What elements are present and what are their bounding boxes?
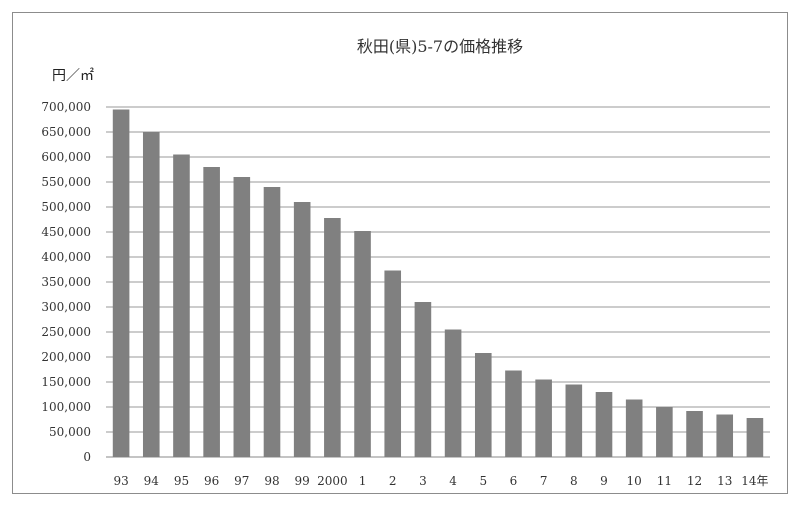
y-tick-label: 650,000: [41, 125, 91, 139]
bars: [112, 109, 764, 457]
x-tick-label: 93: [113, 474, 128, 488]
x-tick-label: 97: [234, 474, 249, 488]
bar: [293, 202, 311, 457]
bar: [565, 384, 583, 457]
x-tick-label: 5: [479, 474, 487, 488]
x-axis-ticks: 93 94 95 96 97 98 99 2000 1 2 3 4 5 6 7 8 9 10 11 12 13 14年: [113, 474, 768, 488]
bar: [233, 177, 251, 457]
bar: [444, 329, 462, 457]
bar: [203, 167, 220, 457]
x-tick-label: 14年: [741, 474, 768, 488]
x-tick-label: 1: [359, 474, 367, 488]
x-tick-label: 7: [540, 474, 548, 488]
y-tick-label: 200,000: [41, 350, 91, 364]
x-tick-label: 13: [717, 474, 732, 488]
x-tick-label: 4: [449, 474, 457, 488]
y-axis-unit-label: 円／㎡: [52, 68, 94, 84]
x-tick-label: 3: [419, 474, 427, 488]
y-tick-label: 50,000: [49, 425, 91, 439]
x-tick-label: 2: [389, 474, 397, 488]
bar: [505, 370, 522, 457]
y-tick-label: 350,000: [41, 275, 91, 289]
bar: [263, 187, 281, 457]
bar: [656, 407, 673, 457]
y-tick-label: 250,000: [41, 325, 91, 339]
bar: [625, 399, 643, 457]
y-tick-label: 500,000: [41, 200, 91, 214]
x-tick-label: 12: [687, 474, 702, 488]
x-tick-label: 96: [204, 474, 219, 488]
bar: [384, 270, 402, 457]
bar: [142, 132, 160, 457]
x-tick-label: 11: [657, 474, 672, 488]
x-tick-label: 99: [295, 474, 310, 488]
bar: [595, 392, 613, 457]
bar: [414, 302, 432, 457]
y-tick-label: 150,000: [41, 375, 91, 389]
y-tick-label: 700,000: [41, 100, 91, 114]
bar: [324, 218, 341, 457]
y-tick-label: 550,000: [41, 175, 91, 189]
bar: [535, 379, 552, 457]
x-tick-label: 8: [570, 474, 578, 488]
y-tick-label: 450,000: [41, 225, 91, 239]
x-tick-label: 10: [627, 474, 642, 488]
bar: [474, 353, 492, 457]
y-tick-label: 0: [83, 450, 91, 464]
x-tick-label: 98: [264, 474, 279, 488]
chart-title: 秋田(県)5-7の価格推移: [357, 37, 523, 56]
bar: [112, 109, 130, 457]
y-tick-label: 400,000: [41, 250, 91, 264]
x-tick-label: 95: [174, 474, 189, 488]
bar: [686, 411, 703, 457]
y-tick-label: 100,000: [41, 400, 91, 414]
bar: [354, 231, 371, 457]
x-tick-label: 9: [600, 474, 608, 488]
bar: [173, 154, 190, 457]
y-tick-label: 300,000: [41, 300, 91, 314]
bar: [716, 414, 734, 457]
y-axis-ticks: 700,000 650,000 600,000 550,000 500,000 450,0…: [41, 100, 91, 464]
y-tick-label: 600,000: [41, 150, 91, 164]
x-tick-label: 94: [144, 474, 160, 488]
x-tick-label: 6: [510, 474, 518, 488]
x-tick-label: 2000: [317, 474, 348, 488]
bar: [746, 418, 764, 457]
